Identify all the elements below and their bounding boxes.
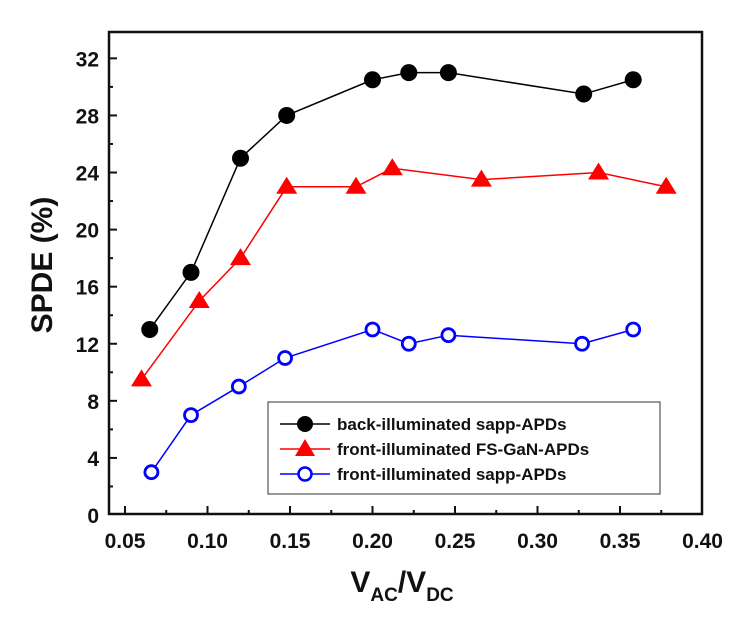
- series-2: [143, 321, 642, 481]
- data-point: [230, 248, 251, 266]
- data-point: [141, 320, 159, 338]
- filled-triangle-marker-icon: [295, 439, 315, 456]
- data-point: [655, 176, 677, 194]
- x-axis-title: VAC/VDC: [350, 566, 454, 606]
- data-point: [440, 327, 457, 344]
- data-point: [276, 176, 298, 194]
- y-axis-ticks: 0 4 8 12 16 20 24 28 32: [76, 48, 117, 528]
- open-circle-marker-icon: [297, 466, 313, 482]
- data-point: [439, 64, 457, 82]
- x-tick-label: 0.20: [352, 530, 393, 553]
- data-point: [364, 71, 381, 89]
- filled-circle-marker-icon: [297, 416, 313, 432]
- x-title-v2: V: [406, 566, 426, 599]
- series-0: [141, 64, 642, 338]
- data-point: [345, 176, 367, 194]
- x-tick-label: 0.25: [435, 530, 476, 553]
- data-point: [400, 335, 417, 352]
- y-axis-title: SPDE (%): [26, 197, 59, 334]
- y-tick-label: 0: [87, 505, 99, 528]
- x-title-sub-ac: AC: [370, 585, 398, 606]
- y-tick-label: 24: [76, 163, 100, 186]
- svg-text:back-illuminated sapp-APDs: back-illuminated sapp-APDs: [337, 415, 567, 434]
- x-tick-label: 0.35: [600, 530, 641, 553]
- plot-frame: [107, 30, 704, 516]
- legend-item-front-illuminated-sapp: front-illuminated sapp-APDs: [280, 465, 567, 484]
- data-point: [232, 149, 249, 167]
- y-tick-label: 16: [76, 277, 99, 300]
- data-point: [381, 158, 403, 176]
- y-tick-label: 8: [87, 391, 99, 414]
- data-point: [183, 407, 199, 424]
- data-point: [182, 263, 200, 281]
- y-tick-label: 20: [76, 220, 99, 243]
- svg-text:front-illuminated sapp-APDs: front-illuminated sapp-APDs: [337, 465, 567, 484]
- y-tick-label: 32: [76, 48, 99, 71]
- data-point: [278, 106, 296, 124]
- y-tick-label: 28: [76, 105, 100, 128]
- x-title-sub-dc: DC: [426, 585, 454, 606]
- x-axis-ticks: 0.05 0.10 0.15 0.20 0.25 0.30 0.35 0.40: [105, 506, 723, 553]
- svg-text:front-illuminated FS-GaN-APDs: front-illuminated FS-GaN-APDs: [337, 440, 589, 459]
- data-point: [470, 169, 492, 187]
- chart-legend: back-illuminated sapp-APDs front-illumin…: [267, 401, 661, 495]
- data-point: [188, 290, 210, 308]
- data-point: [575, 85, 593, 103]
- plot-border: [107, 30, 704, 516]
- data-point: [400, 64, 418, 82]
- legend-item-front-illuminated-fs-gan: front-illuminated FS-GaN-APDs: [280, 439, 589, 459]
- data-point: [588, 162, 610, 180]
- data-point: [624, 71, 642, 89]
- x-tick-label: 0.15: [270, 530, 311, 553]
- data-point: [131, 369, 152, 387]
- x-tick-label: 0.40: [682, 530, 723, 553]
- x-tick-label: 0.05: [105, 530, 146, 553]
- data-series: [131, 64, 677, 481]
- y-tick-label: 12: [76, 334, 99, 357]
- data-point: [625, 321, 642, 338]
- x-tick-label: 0.30: [517, 530, 558, 553]
- data-point: [230, 378, 247, 395]
- series-1: [131, 158, 677, 387]
- data-point: [143, 464, 160, 481]
- data-point: [277, 350, 293, 366]
- x-title-sep: /: [398, 566, 407, 599]
- x-title-v1: V: [350, 566, 370, 599]
- data-point: [574, 335, 590, 352]
- y-tick-label: 4: [87, 448, 99, 471]
- x-tick-label: 0.10: [187, 530, 228, 553]
- data-point: [364, 321, 381, 338]
- legend-item-back-illuminated-sapp: back-illuminated sapp-APDs: [280, 415, 567, 434]
